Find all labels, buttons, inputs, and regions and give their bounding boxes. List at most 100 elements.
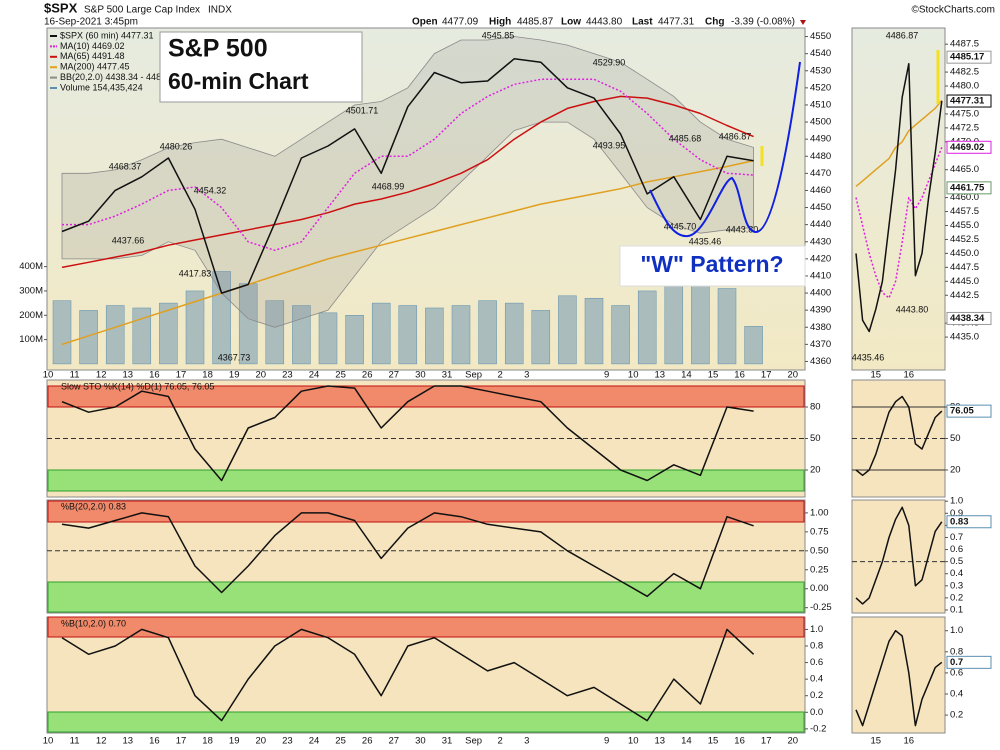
y-tick-label: -0.25	[810, 602, 832, 613]
header: $SPX S&P 500 Large Cap Index INDX ©Stock…	[44, 0, 995, 27]
value-tag	[946, 181, 992, 195]
open-label: Open	[412, 17, 438, 28]
price-label: 4435.46	[689, 236, 722, 246]
legend-label: MA(200) 4477.45	[60, 62, 130, 72]
x-tick-label: 15	[871, 370, 882, 381]
exchange: INDX	[208, 5, 232, 16]
zone-band	[47, 469, 805, 492]
x-tick-label: 14	[681, 736, 692, 747]
y-tick-label: 4442.5	[950, 290, 979, 301]
y-tick-label: 4440	[810, 219, 831, 230]
y2-tick-label: 400M	[19, 261, 43, 272]
x-tick-label: 10	[628, 736, 639, 747]
y-tick-label: 1.0	[950, 496, 963, 507]
y-tick-label: 0.2	[810, 690, 823, 701]
volume-bar	[637, 290, 657, 365]
y-tick-label: 4470	[810, 168, 831, 179]
down-arrow	[800, 20, 806, 25]
zone-band	[47, 581, 805, 613]
x-tick-label: 20	[788, 736, 799, 747]
panel-title: %B(10,2.0) 0.70	[61, 618, 126, 628]
x-tick-label: 14	[681, 370, 692, 381]
price-label: 4486.87	[719, 131, 752, 141]
series-line	[61, 159, 754, 346]
y2-tick-label: 100M	[19, 334, 43, 345]
x-tick-label: 16	[904, 370, 915, 381]
x-tick-label: 15	[708, 736, 719, 747]
y-tick-label: 1.0	[810, 624, 823, 635]
value-tag	[946, 140, 992, 154]
value-tag	[946, 404, 992, 418]
price-label: 4545.85	[482, 30, 515, 40]
value-tag-label: 4438.34	[950, 313, 985, 324]
y-tick-label: 1.00	[810, 507, 829, 518]
value-tag-label: 4485.17	[950, 52, 984, 63]
high-value: 4485.87	[517, 17, 554, 28]
x-tick-label: 16	[734, 736, 745, 747]
last-value: 4477.31	[658, 17, 695, 28]
source: ©StockCharts.com	[911, 5, 995, 16]
y-tick-label: 0.5	[950, 556, 963, 567]
legend-label: MA(65) 4491.48	[60, 51, 125, 61]
series-line	[855, 62, 943, 333]
datetime: 16-Sep-2021 3:45pm	[44, 17, 138, 28]
x-tick-label: 20	[788, 370, 799, 381]
x-tick-label: 26	[362, 736, 373, 747]
volume-bar	[105, 305, 125, 365]
x-tick-label: 19	[229, 736, 240, 747]
y-tick-label: 4380	[810, 322, 831, 333]
x-tick-label: 27	[389, 736, 400, 747]
volume-bar	[398, 305, 418, 365]
x-tick-label: 30	[415, 736, 426, 747]
y2-tick-label: 200M	[19, 310, 43, 321]
x-tick-label: 26	[362, 370, 373, 381]
volume-bar	[52, 300, 72, 365]
y-tick-label: 4520	[810, 82, 831, 93]
x-tick-label: 27	[389, 370, 400, 381]
y-tick-label: 4460	[810, 185, 831, 196]
x-tick-label: 3	[524, 370, 529, 381]
x-tick-label: 23	[282, 370, 293, 381]
x-tick-label: 11	[70, 370, 80, 381]
volume-bar	[451, 305, 471, 365]
series-line	[855, 99, 943, 187]
x-tick-label: 13	[123, 370, 134, 381]
y-tick-label: 4480	[810, 151, 831, 162]
x-tick-label: 18	[202, 736, 213, 747]
volume-bar	[425, 307, 444, 365]
y-tick-label: 4447.5	[950, 262, 979, 273]
x-tick-label: 17	[176, 736, 187, 747]
x-tick-label: 17	[761, 370, 772, 381]
y-tick-label: 4540	[810, 48, 831, 59]
price-label: 4445.70	[664, 221, 697, 231]
y-tick-label: 0.8	[950, 646, 963, 657]
series-line	[61, 385, 754, 482]
series-line	[61, 512, 754, 598]
x-tick-label: 12	[96, 736, 107, 747]
x-tick-label: 20	[256, 736, 267, 747]
low-label: Low	[561, 17, 581, 28]
pattern-box	[619, 245, 806, 287]
y-tick-label: 4472.5	[950, 122, 979, 133]
x-tick-label: 9	[604, 370, 609, 381]
series-line	[61, 95, 754, 269]
volume-bar	[558, 295, 577, 365]
volume-bar	[691, 280, 710, 365]
series-line	[855, 395, 943, 477]
y-tick-label: 4435.0	[950, 332, 979, 343]
x-tick-label: 10	[628, 370, 639, 381]
y-tick-label: -0.2	[810, 723, 826, 734]
y-tick-label: 4465.0	[950, 164, 979, 175]
volume-bar	[132, 307, 152, 365]
value-tag	[946, 311, 992, 325]
x-tick-label: Sep	[465, 736, 482, 747]
y-tick-label: 0.4	[950, 568, 963, 579]
y-tick-label: 50	[950, 433, 961, 444]
y-tick-label: 4390	[810, 305, 831, 316]
volume-bar	[318, 312, 338, 365]
x-tick-label: 10	[43, 736, 54, 747]
x-tick-label: 16	[149, 370, 160, 381]
price-label: 4485.68	[669, 133, 702, 143]
